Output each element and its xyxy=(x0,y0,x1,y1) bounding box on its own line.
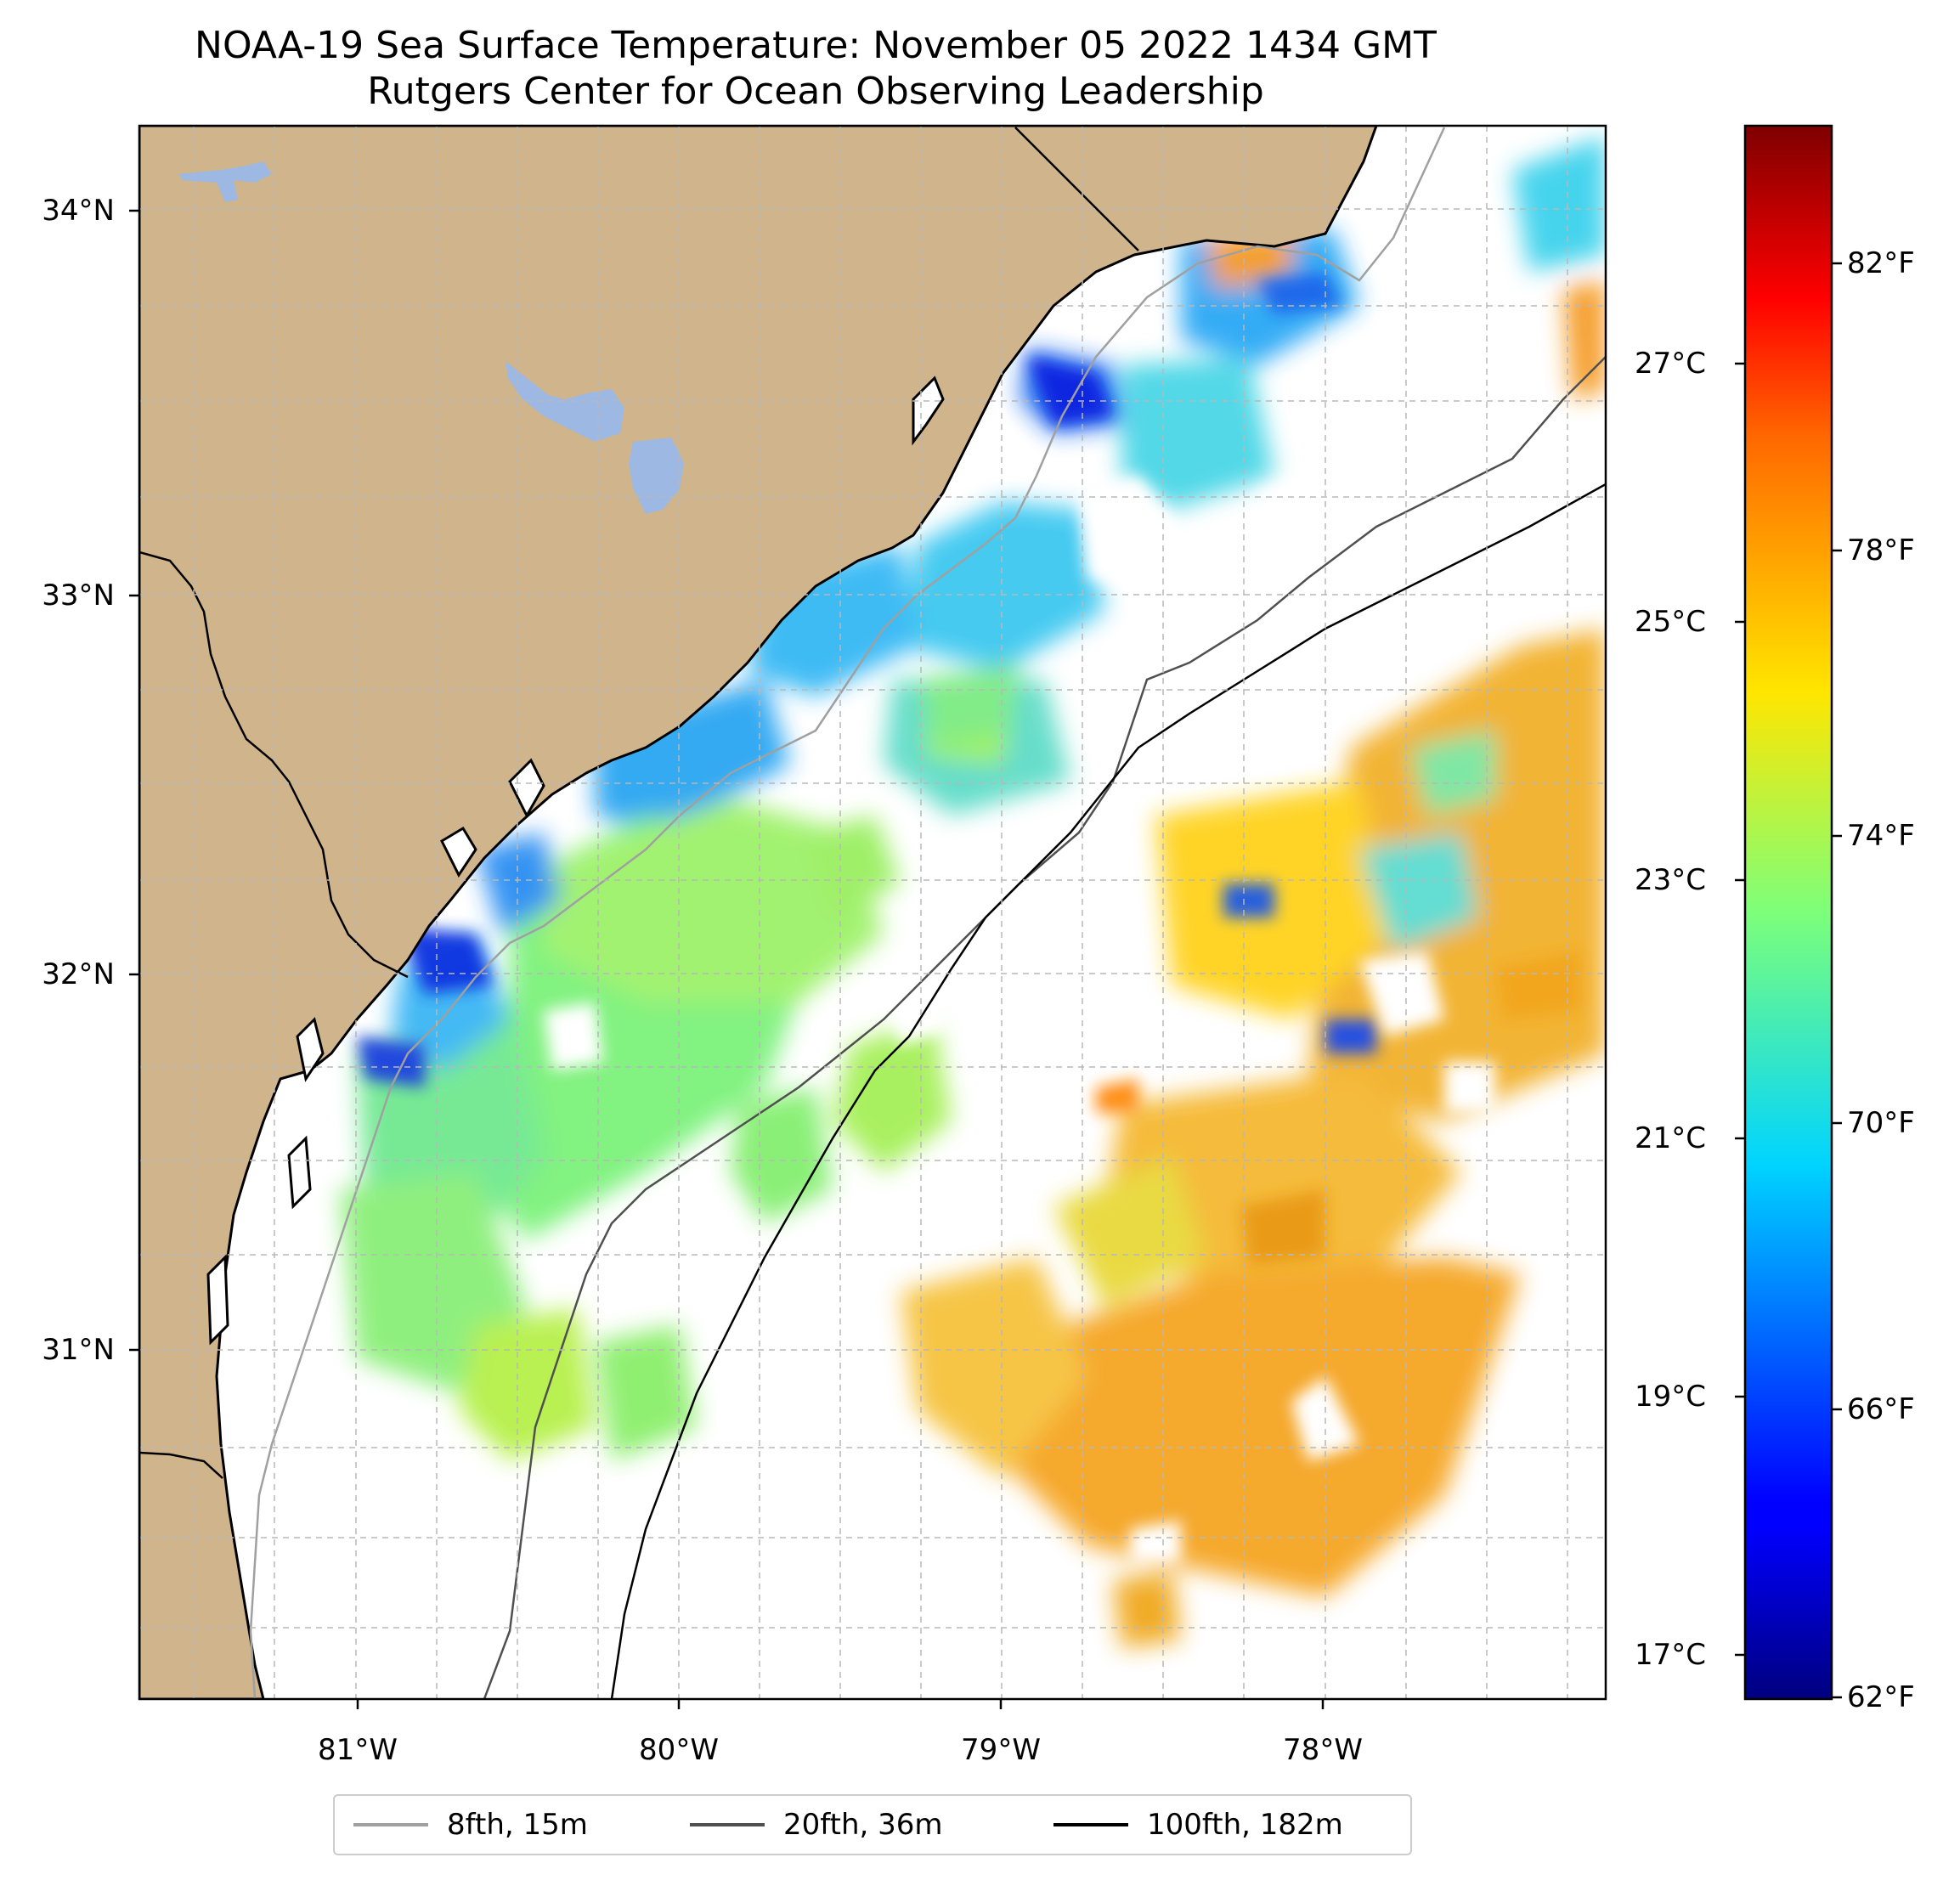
colorbar-f-label: 70°F xyxy=(1847,1106,1915,1140)
sst-field xyxy=(340,136,1606,1648)
lon-tick-label: 78°W xyxy=(1283,1733,1363,1767)
land xyxy=(139,126,1378,1699)
colorbar-f-label: 82°F xyxy=(1847,246,1915,280)
cloud-mask xyxy=(544,459,1495,1563)
legend: 8fth, 15m 20fth, 36m 100fth, 182m xyxy=(333,1794,1412,1855)
lat-tick-label: 32°N xyxy=(42,957,115,991)
chart-title: NOAA-19 Sea Surface Temperature: Novembe… xyxy=(195,24,1437,67)
chart-subtitle: Rutgers Center for Ocean Observing Leade… xyxy=(367,70,1264,113)
legend-label: 100fth, 182m xyxy=(1147,1808,1343,1842)
legend-item-20fth: 20fth, 36m xyxy=(690,1796,943,1854)
gridlines xyxy=(139,126,1606,1699)
lat-tick-label: 34°N xyxy=(42,194,115,228)
map-axis-ticks xyxy=(129,209,1325,1709)
legend-label: 8fth, 15m xyxy=(447,1808,588,1842)
colorbar-f-label: 74°F xyxy=(1847,819,1915,853)
colorbar-c-label: 27°C xyxy=(1635,347,1707,381)
lat-tick-label: 31°N xyxy=(42,1333,115,1367)
colorbar-f-label: 78°F xyxy=(1847,534,1915,567)
colorbar-f-label: 62°F xyxy=(1847,1680,1915,1714)
map-frame xyxy=(138,124,1607,1701)
lon-tick-label: 81°W xyxy=(318,1733,398,1767)
colorbar xyxy=(1743,124,1833,1701)
state-border xyxy=(1014,127,1139,251)
lon-tick-label: 79°W xyxy=(961,1733,1041,1767)
colorbar-c-label: 23°C xyxy=(1635,863,1707,897)
colorbar-f-label: 66°F xyxy=(1847,1392,1915,1426)
contour-20fth xyxy=(483,356,1606,1699)
lon-tick-label: 80°W xyxy=(639,1733,719,1767)
lat-tick-label: 33°N xyxy=(42,579,115,613)
colorbar-c-label: 25°C xyxy=(1635,605,1707,639)
state-border-ga-fl xyxy=(139,1451,223,1479)
colorbar-ticks xyxy=(1735,262,1842,1699)
contour-8fth xyxy=(249,127,1446,1699)
legend-line-8fth xyxy=(353,1823,428,1826)
contour-100fth xyxy=(610,483,1606,1699)
colorbar-c-label: 21°C xyxy=(1635,1121,1707,1155)
legend-item-100fth: 100fth, 182m xyxy=(1053,1796,1343,1854)
legend-line-100fth xyxy=(1053,1823,1128,1826)
legend-line-20fth xyxy=(690,1823,765,1826)
legend-item-8fth: 8fth, 15m xyxy=(353,1796,588,1854)
legend-label: 20fth, 36m xyxy=(783,1808,943,1842)
colorbar-c-label: 17°C xyxy=(1635,1638,1707,1672)
colorbar-c-label: 19°C xyxy=(1635,1380,1707,1414)
